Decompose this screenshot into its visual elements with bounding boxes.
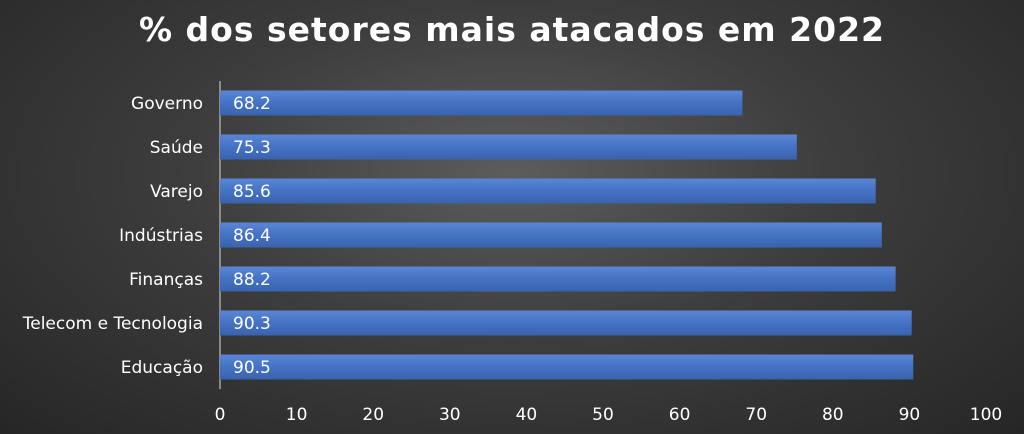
x-tick-label: 60 xyxy=(669,405,691,425)
bar-varejo xyxy=(220,178,876,204)
x-tick-label: 50 xyxy=(592,405,614,425)
bar-value-label: 88.2 xyxy=(233,270,271,290)
bar-value-label: 85.6 xyxy=(233,182,271,202)
x-tick-label: 40 xyxy=(516,405,538,425)
bar-value-label: 90.5 xyxy=(233,358,271,378)
bar-ind-strias xyxy=(220,222,882,248)
bar-finan-as xyxy=(220,266,896,292)
category-label: Educação xyxy=(121,358,203,378)
category-label: Finanças xyxy=(129,270,203,290)
x-tick-label: 30 xyxy=(439,405,461,425)
category-label: Saúde xyxy=(150,138,203,158)
bar-value-label: 75.3 xyxy=(233,138,271,158)
bar-value-label: 68.2 xyxy=(233,94,271,114)
x-tick-label: 100 xyxy=(970,405,1002,425)
bar-governo xyxy=(220,90,743,116)
bar-value-label: 86.4 xyxy=(233,226,271,246)
chart-title: % dos setores mais atacados em 2022 xyxy=(139,10,885,49)
x-tick-label: 90 xyxy=(899,405,921,425)
x-tick-label: 0 xyxy=(215,405,226,425)
bar-sa-de xyxy=(220,134,797,160)
category-label: Governo xyxy=(131,94,203,114)
x-tick-label: 80 xyxy=(822,405,844,425)
x-tick-label: 70 xyxy=(745,405,767,425)
bar-educa-o xyxy=(220,354,914,380)
category-label: Indústrias xyxy=(119,226,203,246)
bar-telecom-e-tecnologia xyxy=(220,310,912,336)
bar-value-label: 90.3 xyxy=(233,314,271,334)
category-label: Varejo xyxy=(150,182,203,202)
x-tick-label: 10 xyxy=(286,405,308,425)
x-tick-label: 20 xyxy=(362,405,384,425)
category-label: Telecom e Tecnologia xyxy=(22,314,203,334)
